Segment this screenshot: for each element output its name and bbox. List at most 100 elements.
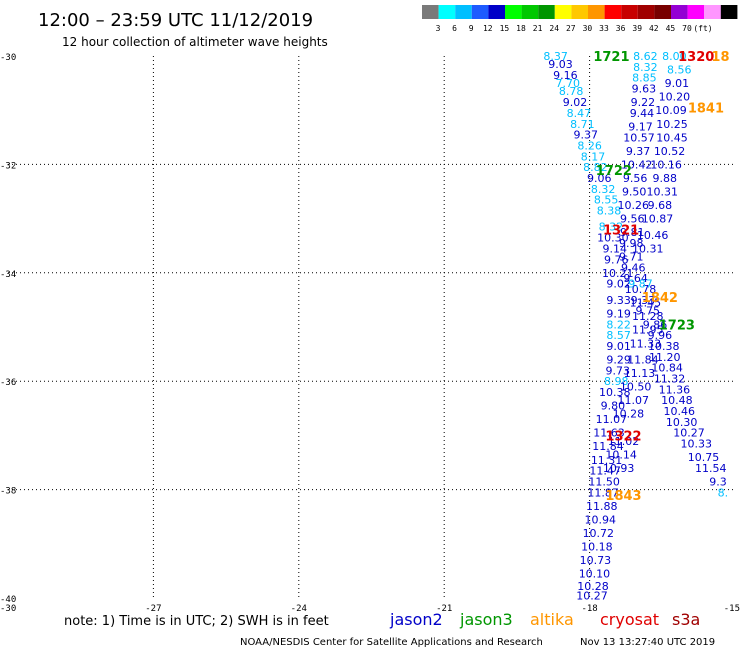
- wave-height-value: 9.56: [620, 213, 645, 226]
- wave-height-value: 10.31: [647, 186, 679, 199]
- wave-height-value: 10.30: [597, 232, 629, 245]
- wave-height-value: 10.57: [623, 131, 655, 144]
- wave-height-value: 7.70: [556, 77, 581, 90]
- lon-tick-label: -21: [436, 604, 452, 614]
- color-scale-label: 42: [649, 24, 659, 33]
- lon-tick-label: -15: [724, 604, 740, 614]
- wave-height-value: 10.48: [661, 394, 693, 407]
- wave-height-value: 9.22: [631, 96, 656, 109]
- color-scale-label: 33: [599, 24, 609, 33]
- wave-height-value: 11.87: [587, 486, 619, 499]
- wave-height-value: 9.37: [626, 145, 651, 158]
- wave-height-value: 10.52: [654, 145, 686, 158]
- wave-height-value: 9.06: [587, 172, 612, 185]
- wave-height-value: 9.33: [606, 294, 631, 307]
- wave-height-value: 11.84: [592, 440, 624, 453]
- wave-height-value: 9.17: [628, 120, 653, 133]
- wave-height-value: 8.: [718, 486, 729, 499]
- color-swatch: [538, 5, 555, 19]
- wave-height-value: 9.87: [628, 278, 653, 291]
- wave-height-value: 9.01: [665, 77, 690, 90]
- wave-height-value: 9.68: [648, 199, 673, 212]
- color-scale-label: 36: [616, 24, 626, 33]
- wave-height-value: 9.3: [709, 475, 727, 488]
- page-subtitle: 12 hour collection of altimeter wave hei…: [62, 35, 328, 49]
- pass-id-label: 1723: [659, 318, 695, 333]
- color-swatch: [455, 5, 472, 19]
- wave-height-value: 8.57: [606, 329, 631, 342]
- wave-height-value: 9.71: [619, 251, 644, 264]
- pass-id-label: 1842: [642, 291, 678, 306]
- legend-cryosat: cryosat: [600, 610, 659, 629]
- wave-height-value: 11.07: [596, 413, 628, 426]
- pass-id-label: 1843: [605, 489, 641, 504]
- lon-tick-label: -18: [581, 604, 597, 614]
- wave-height-value: 10.33: [680, 438, 712, 451]
- wave-height-value: 10.09: [655, 104, 687, 117]
- wave-height-value: 8.22: [606, 318, 631, 331]
- color-scale-label: 39: [632, 24, 642, 33]
- wave-height-value: 11.63: [593, 427, 625, 440]
- wave-height-value: 11.02: [608, 435, 640, 448]
- satellite-legend: jason2 jason3 altika cryosat s3a: [389, 610, 700, 629]
- legend-jason3: jason3: [459, 610, 513, 629]
- wave-height-value: 11.13: [624, 367, 656, 380]
- lat-tick-label: -34: [0, 270, 16, 280]
- color-swatch: [654, 5, 671, 19]
- wave-height-value: 11.07: [617, 394, 649, 407]
- color-swatch: [521, 5, 539, 19]
- lat-tick-label: -32: [0, 161, 16, 171]
- wave-height-value: 9.33: [631, 294, 656, 307]
- wave-height-value: 9.81: [620, 226, 645, 239]
- wave-height-value: 11.84: [627, 354, 659, 367]
- wave-height-value: 8.38: [597, 204, 622, 217]
- color-swatch: [571, 5, 588, 19]
- wave-height-value: 8.55: [594, 194, 619, 207]
- wave-height-value: 9.19: [606, 307, 631, 320]
- wave-height-value: 10.78: [625, 283, 657, 296]
- wave-height-value: 11.31: [591, 454, 623, 467]
- wave-height-value: 8.82: [583, 161, 608, 174]
- wave-height-value: 9.44: [630, 107, 655, 120]
- wave-height-value: 10.27: [673, 427, 705, 440]
- wave-height-value: 9.02: [563, 96, 588, 109]
- wave-height-value: 9.46: [621, 261, 646, 274]
- pass-id-label: 1722: [596, 164, 632, 179]
- color-scale-label: 3: [436, 24, 441, 33]
- legend-s3a: s3a: [672, 610, 700, 629]
- longitude-tick-labels: -30 -27 -24 -21 -18 -15: [0, 604, 740, 614]
- wave-height-value: 11.36: [659, 383, 691, 396]
- wave-height-value: 8.32: [591, 183, 616, 196]
- wave-height-value: 10.14: [605, 448, 637, 461]
- wave-height-value: 11.45: [630, 297, 662, 310]
- wave-height-value: 8.00: [662, 50, 687, 63]
- wave-height-value: 11.47: [589, 465, 621, 478]
- color-swatch: [438, 5, 456, 19]
- color-swatch: [604, 5, 622, 19]
- wave-height-values: 8.379.039.167.708.789.028.478.719.378.26…: [543, 50, 728, 602]
- wave-height-value: 8.71: [570, 118, 595, 131]
- legend-jason2: jason2: [389, 610, 443, 629]
- color-scale-label: 27: [566, 24, 576, 33]
- color-scale-label: 12: [483, 24, 493, 33]
- pass-id-label: 1321: [603, 223, 639, 238]
- wave-height-value: 9.96: [648, 329, 673, 342]
- pass-id-label: 1320: [678, 50, 714, 65]
- color-scale-label: 6: [452, 24, 457, 33]
- legend-altika: altika: [530, 610, 574, 629]
- wave-height-value: 10.72: [583, 527, 615, 540]
- wave-height-value: 10.75: [688, 451, 720, 464]
- lat-tick-label: -36: [0, 378, 16, 388]
- color-swatch: [422, 5, 439, 19]
- wave-height-value: 10.27: [576, 589, 608, 602]
- wave-height-value: 9.29: [606, 354, 631, 367]
- wave-height-value: 9.37: [573, 129, 598, 142]
- color-swatch: [720, 5, 738, 19]
- wave-height-value: 9.76: [604, 253, 629, 266]
- wave-height-value: 8.85: [632, 72, 657, 85]
- wave-height-value: 10.84: [651, 362, 683, 375]
- wave-height-value: 10.42: [621, 158, 653, 171]
- wave-height-value: 11.28: [632, 310, 664, 323]
- color-swatch: [621, 5, 638, 19]
- wave-height-value: 10.16: [650, 158, 682, 171]
